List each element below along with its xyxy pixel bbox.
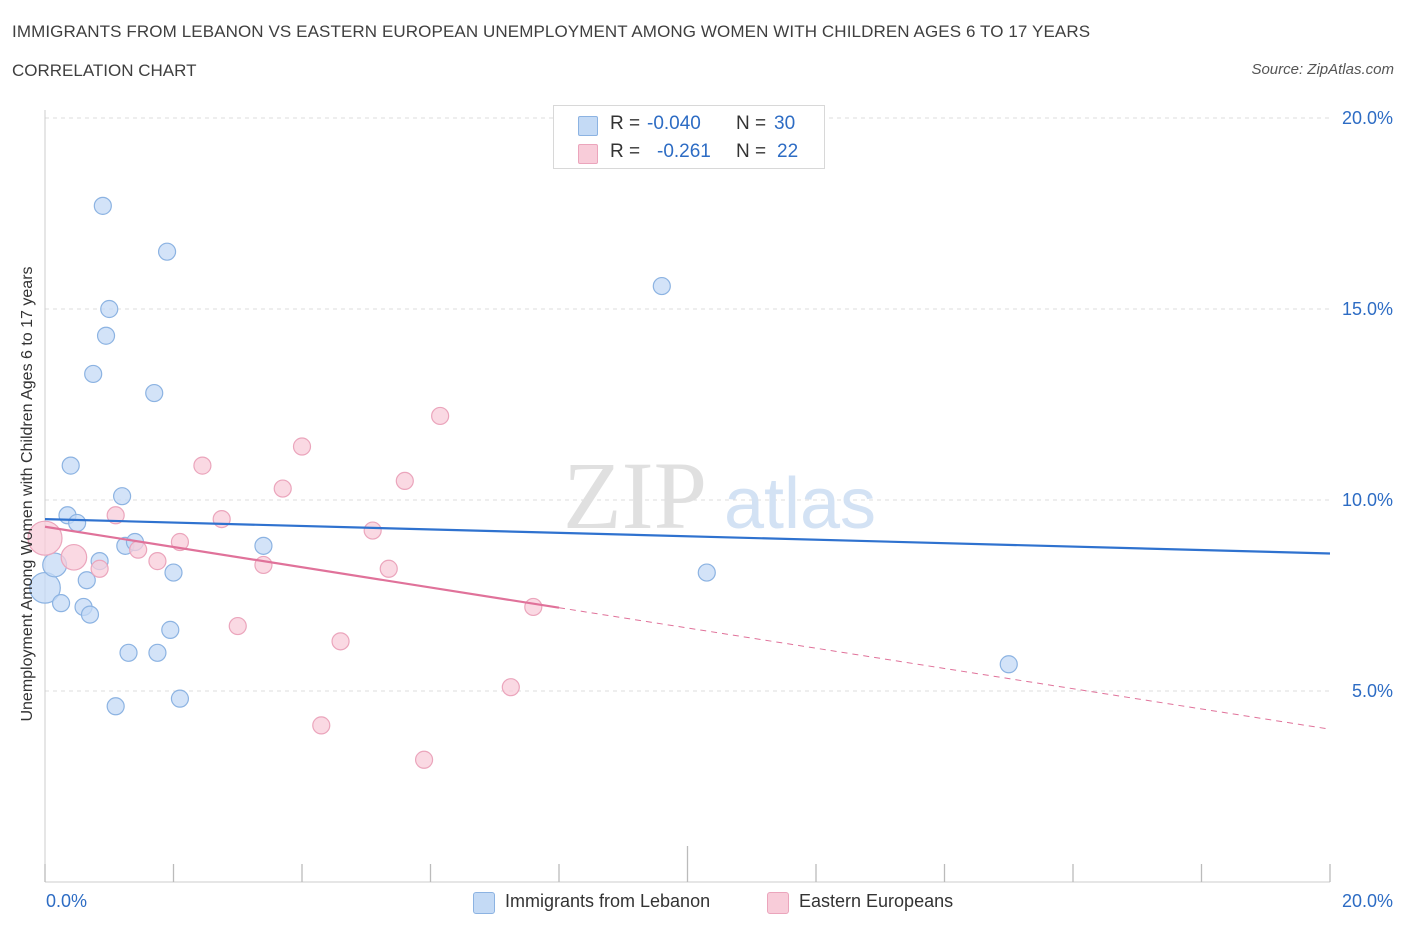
point-eastern: [106, 506, 125, 525]
point-lebanon: [254, 536, 273, 555]
point-eastern: [379, 559, 398, 578]
point-eastern: [148, 552, 167, 571]
point-eastern: [292, 437, 312, 456]
point-lebanon: [157, 242, 177, 261]
point-eastern: [90, 559, 109, 578]
point-lebanon: [119, 643, 138, 662]
stats-swatch-pink: [578, 144, 598, 164]
legend-swatch-pink: [767, 892, 789, 914]
point-eastern: [129, 540, 148, 559]
y-tick-label: 10.0%: [1342, 490, 1393, 510]
r-label: R =: [610, 113, 641, 134]
data-points: [27, 196, 1018, 769]
point-lebanon: [106, 697, 125, 716]
point-lebanon: [148, 643, 167, 662]
point-eastern: [273, 479, 292, 498]
trend-line-eastern: [44, 525, 560, 609]
watermark: ZIP atlas: [563, 442, 876, 549]
n-label: N =: [736, 141, 767, 162]
point-lebanon: [77, 571, 96, 590]
point-eastern: [228, 616, 247, 636]
point-eastern: [331, 632, 350, 651]
trend-line-extension: [558, 607, 1331, 730]
point-lebanon: [80, 605, 100, 624]
point-lebanon: [84, 364, 103, 384]
x-tick-label: 20.0%: [1342, 891, 1393, 911]
watermark-atlas: atlas: [724, 464, 876, 544]
point-lebanon: [164, 563, 183, 582]
chart-title: IMMIGRANTS FROM LEBANON VS EASTERN EUROP…: [12, 22, 1091, 41]
r-label: R =: [610, 141, 641, 162]
point-lebanon: [697, 563, 716, 582]
legend-label: Immigrants from Lebanon: [505, 891, 711, 911]
x-tick-labels: 0.0% 20.0%: [46, 891, 1393, 911]
point-eastern: [363, 521, 382, 540]
point-eastern: [27, 520, 63, 556]
point-eastern: [254, 555, 273, 575]
source-credit: Source: ZipAtlas.com: [1251, 61, 1394, 78]
point-lebanon: [112, 487, 132, 506]
trend-line-lebanon: [44, 518, 1331, 555]
point-lebanon: [999, 655, 1018, 674]
legend-label: Eastern Europeans: [799, 891, 954, 911]
point-eastern: [312, 716, 331, 735]
n-label: N =: [736, 113, 767, 134]
watermark-zip: ZIP: [563, 442, 707, 549]
r-value: -0.261: [657, 141, 711, 162]
point-eastern: [431, 406, 450, 426]
point-lebanon: [68, 513, 87, 533]
point-eastern: [524, 597, 543, 617]
legend-swatch-blue: [473, 892, 495, 914]
point-eastern: [501, 678, 520, 697]
point-eastern: [395, 471, 414, 490]
trend-lines: [44, 518, 1331, 730]
point-lebanon: [145, 383, 164, 403]
axes: [44, 110, 1331, 883]
y-axis-title: Unemployment Among Women with Children A…: [19, 266, 36, 722]
point-lebanon: [51, 594, 71, 613]
point-eastern: [60, 543, 88, 571]
stats-swatch-blue: [578, 116, 598, 136]
chart-subtitle: CORRELATION CHART: [12, 61, 197, 80]
n-value: 30: [774, 113, 796, 134]
point-lebanon: [100, 299, 119, 319]
n-value: 22: [777, 141, 799, 162]
point-lebanon: [161, 620, 180, 639]
point-eastern: [193, 456, 212, 475]
y-tick-label: 15.0%: [1342, 299, 1393, 319]
x-tick-label: 0.0%: [46, 891, 87, 911]
stats-box: R = -0.040 N = 30 R = -0.261 N = 22: [553, 105, 825, 169]
point-eastern: [414, 750, 434, 769]
y-tick-labels: 5.0% 10.0% 15.0% 20.0%: [1342, 108, 1393, 701]
point-lebanon: [93, 196, 112, 215]
point-lebanon: [96, 326, 116, 345]
point-lebanon: [170, 689, 190, 708]
gridlines: [45, 117, 1330, 692]
y-tick-label: 5.0%: [1352, 681, 1393, 701]
r-value: -0.040: [647, 113, 701, 134]
point-lebanon: [61, 456, 80, 475]
point-lebanon: [652, 276, 671, 296]
y-tick-label: 20.0%: [1342, 108, 1393, 128]
